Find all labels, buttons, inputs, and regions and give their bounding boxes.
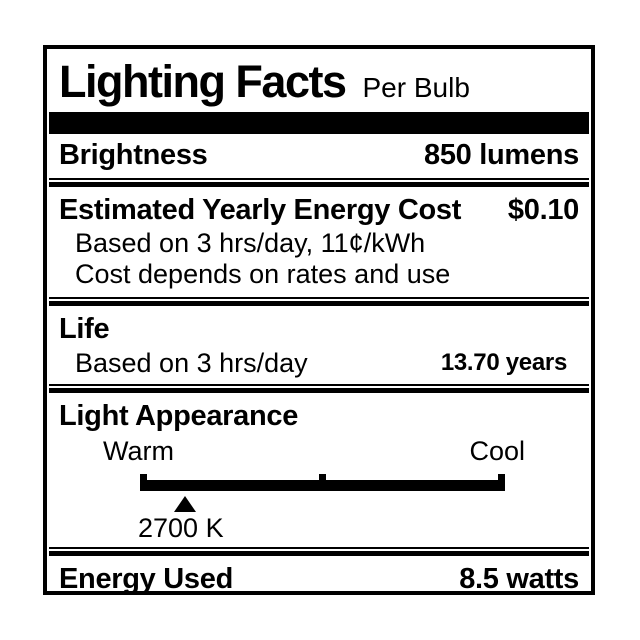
energy-used-row: Energy Used 8.5 watts [47, 558, 591, 602]
life-note: Based on 3 hrs/day [75, 347, 308, 378]
section-divider [49, 383, 589, 393]
energy-cost-note: Based on 3 hrs/day, 11¢/kWh [75, 227, 426, 258]
scale-tick-mid [319, 473, 326, 491]
life-heading: Life [47, 311, 591, 347]
label-header: Lighting Facts Per Bulb [47, 49, 591, 107]
brightness-label: Brightness [59, 139, 208, 171]
life-label: Life [59, 312, 110, 345]
scale-marker-group [140, 491, 505, 513]
warm-label: Warm [103, 435, 174, 466]
life-row: Based on 3 hrs/day 13.70 years [47, 348, 591, 378]
life-value: 13.70 years [440, 348, 567, 376]
energy-cost-value: $0.10 [507, 193, 579, 226]
energy-used-label: Energy Used [59, 563, 233, 595]
section-divider [49, 546, 589, 556]
energy-cost-note: Cost depends on rates and use [75, 258, 451, 289]
brightness-row: Brightness 850 lumens [47, 134, 591, 178]
triangle-up-marker-icon [174, 495, 197, 512]
light-appearance-label: Light Appearance [59, 399, 299, 432]
energy-cost-heading: Estimated Yearly Energy Cost $0.10 [47, 192, 591, 228]
temperature-scale [140, 473, 505, 491]
scale-tick-right [498, 473, 505, 491]
section-divider [49, 177, 589, 187]
light-appearance-heading: Light Appearance [47, 398, 591, 434]
cool-label: Cool [469, 435, 525, 466]
title-divider-bar [49, 111, 589, 134]
label-subtitle: Per Bulb [362, 72, 470, 103]
lighting-facts-label: Lighting Facts Per Bulb Brightness 850 l… [43, 45, 595, 595]
brightness-value: 850 lumens [424, 139, 579, 171]
energy-used-value: 8.5 watts [459, 563, 579, 595]
scale-endpoint-labels: Warm Cool [47, 436, 591, 467]
energy-cost-label: Estimated Yearly Energy Cost [59, 193, 462, 226]
scale-tick-left [140, 473, 147, 491]
section-divider [49, 296, 589, 306]
temperature-value: 2700 K [138, 512, 224, 543]
label-title: Lighting Facts [59, 56, 347, 107]
